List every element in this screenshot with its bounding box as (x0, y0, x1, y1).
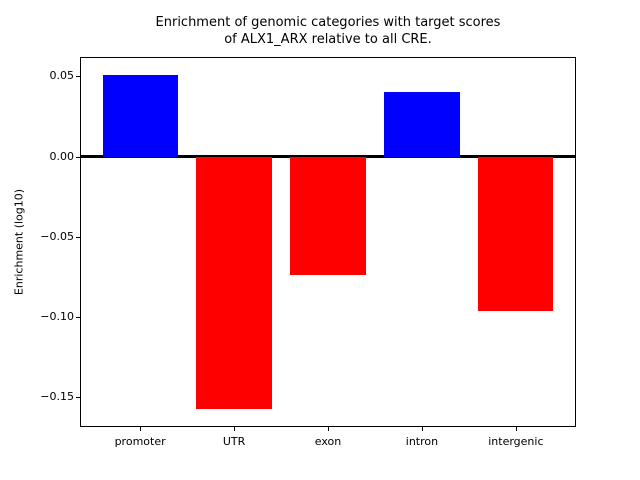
x-tick-mark-UTR (234, 427, 236, 431)
y-tick-mark-−0.10 (76, 317, 80, 319)
x-tick-label-promoter: promoter (114, 435, 166, 448)
chart-title-line2: of ALX1_ARX relative to all CRE. (224, 32, 432, 47)
x-tick-mark-intergenic (515, 427, 517, 431)
y-axis-label: Enrichment (log10) (12, 188, 26, 296)
plot-area: promoter UTR exon intron intergenic 0.05 0.00 −… (40, 57, 576, 448)
x-tick-label-intergenic: intergenic (488, 435, 544, 448)
x-tick-label-intron: intron (405, 435, 439, 448)
y-tick-mark-0.05 (76, 76, 80, 78)
y-tick-label-0.00: 0.00 (49, 149, 75, 163)
chart-title-line1: Enrichment of genomic categories with ta… (155, 15, 501, 30)
bar-promoter (102, 74, 178, 157)
x-tick-mark-exon (328, 427, 329, 431)
bar-exon (290, 156, 366, 276)
bar-intergenic (478, 156, 554, 311)
x-tick-mark-promoter (140, 427, 142, 431)
chart-title: Enrichment of genomic categories with ta… (80, 14, 576, 48)
y-tick-label-−0.10: −0.10 (40, 310, 74, 324)
y-tick-label-0.05: 0.05 (49, 69, 75, 83)
y-tick-label-−0.05: −0.05 (40, 229, 74, 243)
x-tick-mark-intron (421, 427, 423, 431)
bar-intron (384, 92, 460, 157)
x-tick-label-UTR: UTR (222, 435, 246, 448)
y-tick-mark-−0.05 (76, 236, 80, 238)
x-tick-label-exon: exon (314, 435, 342, 448)
y-tick-mark-−0.15 (76, 397, 80, 399)
y-tick-mark-0.00 (76, 156, 80, 158)
bar-UTR (196, 156, 272, 409)
y-tick-label-−0.15: −0.15 (40, 390, 74, 404)
